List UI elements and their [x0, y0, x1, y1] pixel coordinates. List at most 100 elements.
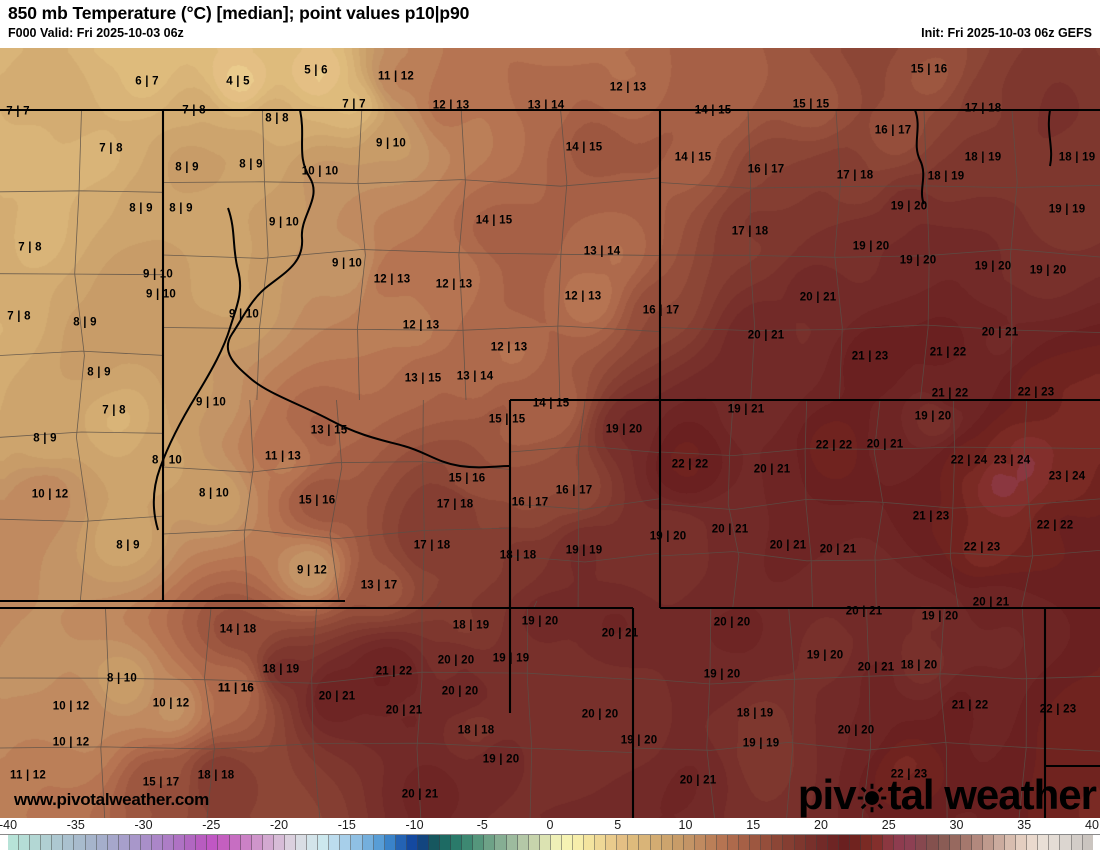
colorbar-swatch — [650, 835, 662, 850]
colorbar-swatch — [473, 835, 485, 850]
colorbar-swatch — [63, 835, 75, 850]
colorbar-swatch — [805, 835, 817, 850]
colorbar-swatch — [41, 835, 53, 850]
colorbar-tick-labels: -40 -35 -30 -25 -20 -15 -10 -5 0 5 10 15 20 25 30 35 40 — [0, 818, 1100, 834]
colorbar-swatch — [362, 835, 374, 850]
brand-watermark: piv tal weather — [797, 771, 1097, 818]
colorbar-swatch — [816, 835, 828, 850]
colorbar-swatch — [185, 835, 197, 850]
colorbar-swatch — [694, 835, 706, 850]
colorbar-tick-label: -5 — [476, 818, 488, 832]
brand-text-left: piv — [797, 771, 857, 818]
colorbar-swatch — [373, 835, 385, 850]
colorbar-swatch — [849, 835, 862, 850]
colorbar-swatch — [428, 835, 441, 850]
colorbar-swatch — [140, 835, 153, 850]
colorbar-swatch — [30, 835, 42, 850]
colorbar-swatch — [739, 835, 751, 850]
colorbar-swatch — [417, 835, 429, 850]
page-title: 850 mb Temperature (°C) [median]; point … — [8, 3, 470, 23]
colorbar-tick-label: 10 — [678, 818, 693, 832]
colorbar-swatch — [506, 835, 518, 850]
site-url-watermark: www.pivotalweather.com — [14, 790, 209, 809]
colorbar-swatch — [1005, 835, 1017, 850]
colorbar-swatch — [982, 835, 994, 850]
colorbar-swatch — [218, 835, 230, 850]
colorbar-tick-label: 25 — [881, 818, 896, 832]
colorbar-swatch — [174, 835, 186, 850]
colorbar-swatch — [85, 835, 97, 850]
colorbar-tick-label: -40 — [0, 818, 18, 832]
colorbar-swatch — [1082, 835, 1093, 850]
colorbar-swatch — [329, 835, 341, 850]
colorbar-swatch — [683, 835, 695, 850]
colorbar-swatch — [262, 835, 274, 850]
init-time-label: Init: Fri 2025-10-03 06z GEFS — [921, 26, 1092, 40]
colorbar-swatch — [672, 835, 684, 850]
colorbar-swatch — [462, 835, 474, 850]
colorbar-tick-label: -20 — [269, 818, 289, 832]
colorbar[interactable]: -40 -35 -30 -25 -20 -15 -10 -5 0 5 10 15 20 25 30 35 40 — [0, 818, 1100, 850]
colorbar-swatches[interactable] — [8, 835, 1093, 850]
colorbar-swatch — [351, 835, 363, 850]
colorbar-swatch — [395, 835, 407, 850]
colorbar-swatch — [606, 835, 618, 850]
colorbar-swatch — [495, 835, 507, 850]
colorbar-swatch — [883, 835, 895, 850]
colorbar-swatch — [938, 835, 950, 850]
colorbar-swatch — [584, 835, 596, 850]
colorbar-tick-label: 30 — [949, 818, 964, 832]
colorbar-swatch — [406, 835, 418, 850]
colorbar-swatch — [838, 835, 850, 850]
colorbar-swatch — [484, 835, 496, 850]
colorbar-swatch — [927, 835, 939, 850]
colorbar-swatch — [750, 835, 762, 850]
colorbar-swatch — [96, 835, 108, 850]
colorbar-tick-label: -30 — [134, 818, 153, 832]
colorbar-tick-label: -10 — [405, 818, 424, 832]
colorbar-swatch — [705, 835, 717, 850]
colorbar-swatch — [307, 835, 319, 850]
colorbar-swatch — [318, 835, 330, 850]
map-boundaries-overlay — [0, 108, 1100, 818]
colorbar-tick-label: 5 — [614, 818, 622, 832]
colorbar-swatch — [916, 835, 928, 850]
colorbar-swatch — [628, 835, 640, 850]
colorbar-tick-label: 15 — [746, 818, 761, 832]
colorbar-swatch — [971, 835, 983, 850]
colorbar-swatch — [528, 835, 540, 850]
colorbar-swatch — [440, 835, 452, 850]
colorbar-swatch — [296, 835, 308, 850]
colorbar-swatch — [717, 835, 729, 850]
colorbar-tick-label: 40 — [1085, 818, 1099, 832]
colorbar-swatch — [384, 835, 396, 850]
colorbar-tick-label: 0 — [546, 818, 554, 832]
colorbar-swatch — [794, 835, 806, 850]
colorbar-swatch — [273, 835, 285, 850]
colorbar-swatch — [728, 835, 740, 850]
valid-time-label: F000 Valid: Fri 2025-10-03 06z — [8, 26, 184, 40]
colorbar-swatch — [1049, 835, 1061, 850]
colorbar-swatch — [229, 835, 241, 850]
colorbar-swatch — [207, 835, 219, 850]
colorbar-swatch — [8, 835, 20, 850]
colorbar-swatch — [949, 835, 961, 850]
colorbar-swatch — [19, 835, 31, 850]
colorbar-swatch — [340, 835, 352, 850]
colorbar-swatch — [240, 835, 252, 850]
colorbar-swatch — [960, 835, 972, 850]
colorbar-swatch — [451, 835, 463, 850]
colorbar-swatch — [1071, 835, 1083, 850]
colorbar-swatch — [872, 835, 884, 850]
colorbar-swatch — [1027, 835, 1039, 850]
colorbar-swatch — [894, 835, 906, 850]
colorbar-swatch — [861, 835, 873, 850]
sun-icon — [857, 783, 887, 813]
brand-text-right: tal weather — [887, 771, 1097, 818]
colorbar-swatch — [595, 835, 607, 850]
colorbar-swatch — [993, 835, 1006, 850]
colorbar-swatch — [639, 835, 651, 850]
colorbar-swatch — [550, 835, 562, 850]
